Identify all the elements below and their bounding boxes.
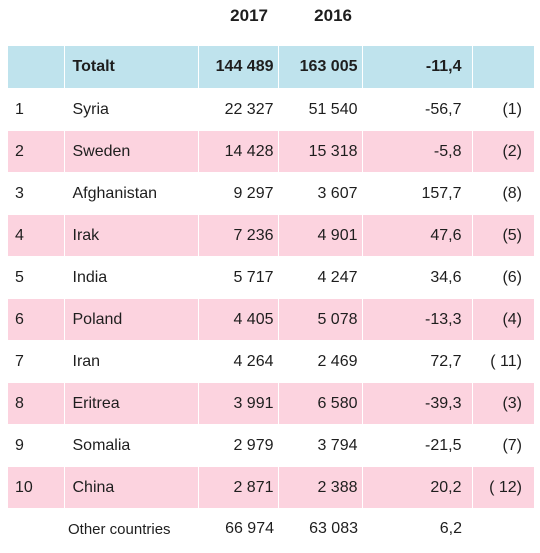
rank-cell: 6 xyxy=(8,298,64,341)
value-2017-cell: 5 717 xyxy=(197,256,278,299)
country-cell: Poland xyxy=(63,298,198,341)
rank-cell: 8 xyxy=(8,382,64,425)
change-cell: -56,7 xyxy=(361,88,472,131)
previous-rank-cell: (7) xyxy=(471,424,534,467)
value-2016-cell: 3 794 xyxy=(277,424,362,467)
country-cell: Iran xyxy=(63,340,198,383)
table-row: 9 Somalia 2 979 3 794 -21,5 (7) xyxy=(8,424,534,467)
value-2016-cell: 4 247 xyxy=(277,256,362,299)
previous-rank-cell: (4) xyxy=(471,298,534,341)
column-header-2016: 2016 xyxy=(314,6,352,25)
table-row: 3 Afghanistan 9 297 3 607 157,7 (8) xyxy=(8,172,534,215)
table-row: 4 Irak 7 236 4 901 47,6 (5) xyxy=(8,214,534,257)
value-2017-cell: 9 297 xyxy=(197,172,278,215)
rank-cell: 3 xyxy=(8,172,64,215)
value-2017-cell: 4 264 xyxy=(197,340,278,383)
country-cell: India xyxy=(63,256,198,299)
other-countries-label: Other countries xyxy=(64,508,198,550)
total-2016: 163 005 xyxy=(277,46,362,89)
country-cell: Eritrea xyxy=(63,382,198,425)
rank-cell: 4 xyxy=(8,214,64,257)
other-2017: 66 974 xyxy=(198,508,278,550)
value-2016-cell: 2 469 xyxy=(277,340,362,383)
previous-rank-cell: (3) xyxy=(471,382,534,425)
value-2016-cell: 15 318 xyxy=(277,130,362,173)
value-2016-cell: 2 388 xyxy=(277,466,362,508)
country-cell: Syria xyxy=(63,88,198,131)
rank-cell: 9 xyxy=(8,424,64,467)
rank-cell: 2 xyxy=(8,130,64,173)
previous-rank-cell: (2) xyxy=(471,130,534,173)
table-row: 8 Eritrea 3 991 6 580 -39,3 (3) xyxy=(8,382,534,425)
value-2017-cell: 4 405 xyxy=(197,298,278,341)
other-rank-cell xyxy=(8,508,64,550)
value-2017-cell: 2 979 xyxy=(197,424,278,467)
value-2016-cell: 51 540 xyxy=(277,88,362,131)
country-cell: Sweden xyxy=(63,130,198,173)
previous-rank-cell: (5) xyxy=(471,214,534,257)
value-2016-cell: 5 078 xyxy=(277,298,362,341)
country-cell: Irak xyxy=(63,214,198,257)
change-cell: 157,7 xyxy=(361,172,472,215)
rank-cell: 7 xyxy=(8,340,64,383)
country-cell: Afghanistan xyxy=(63,172,198,215)
table-row: 7 Iran 4 264 2 469 72,7( 11) xyxy=(8,340,534,383)
previous-rank-cell: (8) xyxy=(471,172,534,215)
value-2016-cell: 6 580 xyxy=(277,382,362,425)
change-cell: 72,7 xyxy=(361,340,472,383)
total-rank-cell xyxy=(8,46,64,89)
change-cell: -39,3 xyxy=(361,382,472,425)
table-row: 10 China 2 871 2 388 20,2( 12) xyxy=(8,466,534,508)
table-row: 6 Poland 4 405 5 078 -13,3 (4) xyxy=(8,298,534,341)
value-2016-cell: 4 901 xyxy=(277,214,362,257)
total-change: -11,4 xyxy=(361,46,472,89)
value-2016-cell: 3 607 xyxy=(277,172,362,215)
table-row: 1 Syria 22 327 51 540 -56,7 (1) xyxy=(8,88,534,131)
other-change: 6,2 xyxy=(362,508,472,550)
country-cell: Somalia xyxy=(63,424,198,467)
table-row: 5 India 5 717 4 247 34,6 (6) xyxy=(8,256,534,299)
total-row: Totalt 144 489 163 005 -11,4 xyxy=(8,46,534,89)
value-2017-cell: 14 428 xyxy=(197,130,278,173)
total-prev-cell xyxy=(471,46,534,89)
rank-cell: 5 xyxy=(8,256,64,299)
country-cell: China xyxy=(63,466,198,508)
total-label: Totalt xyxy=(63,46,198,89)
previous-rank-cell: ( 11) xyxy=(471,340,534,383)
change-cell: -5,8 xyxy=(361,130,472,173)
column-header-2017: 2017 xyxy=(230,6,268,25)
other-prev-cell xyxy=(472,508,534,550)
rank-cell: 1 xyxy=(8,88,64,131)
value-2017-cell: 7 236 xyxy=(197,214,278,257)
change-cell: -21,5 xyxy=(361,424,472,467)
rank-cell: 10 xyxy=(8,466,64,508)
change-cell: 34,6 xyxy=(361,256,472,299)
other-countries-row: Other countries 66 974 63 083 6,2 xyxy=(8,508,534,550)
value-2017-cell: 3 991 xyxy=(197,382,278,425)
value-2017-cell: 2 871 xyxy=(197,466,278,508)
previous-rank-cell: (1) xyxy=(471,88,534,131)
table-row: 2 Sweden 14 428 15 318 -5,8 (2) xyxy=(8,130,534,173)
previous-rank-cell: (6) xyxy=(471,256,534,299)
previous-rank-cell: ( 12) xyxy=(471,466,534,508)
total-2017: 144 489 xyxy=(197,46,278,89)
change-cell: -13,3 xyxy=(361,298,472,341)
other-2016: 63 083 xyxy=(278,508,362,550)
value-2017-cell: 22 327 xyxy=(197,88,278,131)
change-cell: 20,2 xyxy=(361,466,472,508)
change-cell: 47,6 xyxy=(361,214,472,257)
country-table: Totalt 144 489 163 005 -11,4 1 Syria 22 32… xyxy=(8,46,534,550)
